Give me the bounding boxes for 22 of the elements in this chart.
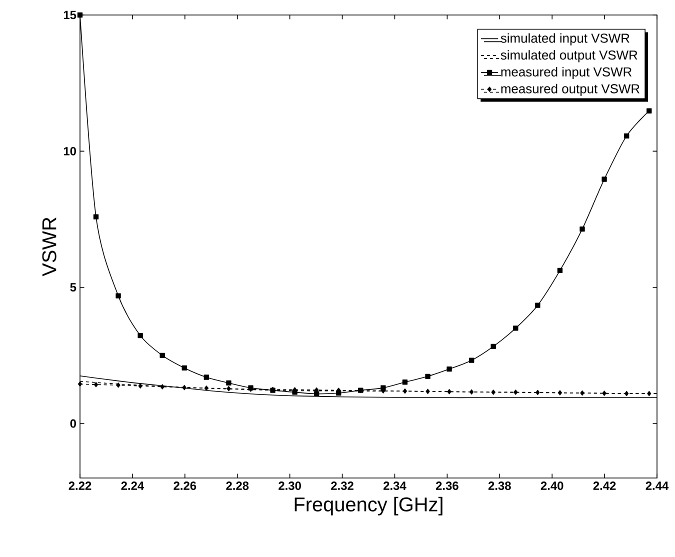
x-tick-label: 2.24 [121, 482, 144, 490]
x-tick-label: 2.38 [488, 482, 511, 490]
legend-label: simulated input VSWR [500, 33, 630, 46]
y-axis-title: VSWR [42, 218, 56, 276]
x-tick-label: 2.36 [436, 482, 458, 490]
x-tick-label: 2.32 [331, 482, 354, 490]
legend-label: measured input VSWR [501, 66, 632, 80]
y-tick-label: 5 [70, 283, 76, 292]
x-tick-label: 2.44 [646, 482, 669, 490]
x-axis-title: Frequency [GHz] [294, 496, 442, 516]
y-tick-label: 0 [70, 419, 76, 428]
x-tick-label: 2.22 [68, 482, 92, 490]
x-tick-label: 2.26 [174, 482, 196, 490]
legend-label: simulated output VSWR [500, 50, 638, 62]
x-tick-label: 2.42 [593, 482, 616, 490]
y-tick-label: 10 [64, 146, 76, 156]
x-tick-label: 2.28 [226, 482, 249, 490]
x-tick-label: 2.34 [384, 482, 406, 490]
x-tick-label: 2.30 [278, 482, 301, 490]
y-tick-label: 15 [64, 10, 76, 20]
x-tick-label: 2.40 [540, 482, 564, 490]
legend-label: measured output VSWR [501, 84, 640, 96]
